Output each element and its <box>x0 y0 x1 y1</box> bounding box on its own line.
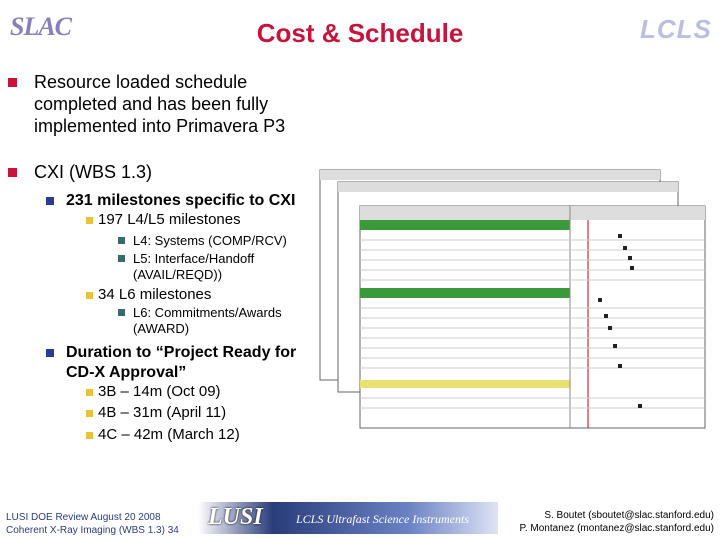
bullet-text: 3B – 14m (Oct 09) <box>98 383 221 400</box>
footer-left-2: Coherent X-Ray Imaging (WBS 1.3) 34 <box>6 525 179 536</box>
bullet-text: CXI (WBS 1.3) <box>34 162 153 182</box>
bullet-text: 231 milestones specific to CXI <box>66 192 296 209</box>
bullet-marker <box>86 291 93 299</box>
bullet-marker <box>8 168 17 178</box>
footer-right-2: P. Montanez (montanez@slac.stanford.edu) <box>519 523 714 534</box>
bullet-marker <box>86 409 93 417</box>
bullet-text: L5: Interface/Handoff (AVAIL/REQD)) <box>133 251 255 282</box>
bullet-text: 197 L4/L5 milestones <box>98 211 241 228</box>
bullet-marker <box>86 431 93 439</box>
footer-banner: LUSI LCLS Ultrafast Science Instruments <box>198 502 498 534</box>
bullet-text: Resource loaded schedule completed and h… <box>34 72 286 136</box>
schedule-screenshot <box>319 169 706 429</box>
bullet-marker <box>86 216 93 224</box>
bullet-text: Duration to “Project Ready for CD-X Appr… <box>66 344 297 381</box>
bullet-marker <box>86 388 93 396</box>
logo-right: LCLS <box>640 14 712 44</box>
bullet-marker <box>46 196 54 205</box>
footer-left-1: LUSI DOE Review August 20 2008 <box>6 512 161 523</box>
bullet-marker <box>118 255 125 263</box>
banner-text: LCLS Ultrafast Science Instruments <box>296 512 469 526</box>
bullet-text: L6: Commitments/Awards (AWARD) <box>133 305 282 336</box>
bullet-marker <box>46 348 54 357</box>
bullet-marker <box>118 309 125 317</box>
banner-logo: LUSI <box>208 504 263 530</box>
footer-right-1: S. Boutet (sboutet@slac.stanford.edu) <box>544 510 714 521</box>
sheet <box>359 205 706 429</box>
bullet-text: 4B – 31m (April 11) <box>98 404 227 421</box>
bullet-marker <box>8 78 17 88</box>
bullet-marker <box>118 237 125 245</box>
title: Cost & Schedule <box>256 18 464 48</box>
bullet-text: 34 L6 milestones <box>98 286 212 303</box>
bullet-text: 4C – 42m (March 12) <box>98 426 240 443</box>
bullet-text: L4: Systems (COMP/RCV) <box>133 233 287 248</box>
logo-left: SLAC <box>10 12 72 41</box>
